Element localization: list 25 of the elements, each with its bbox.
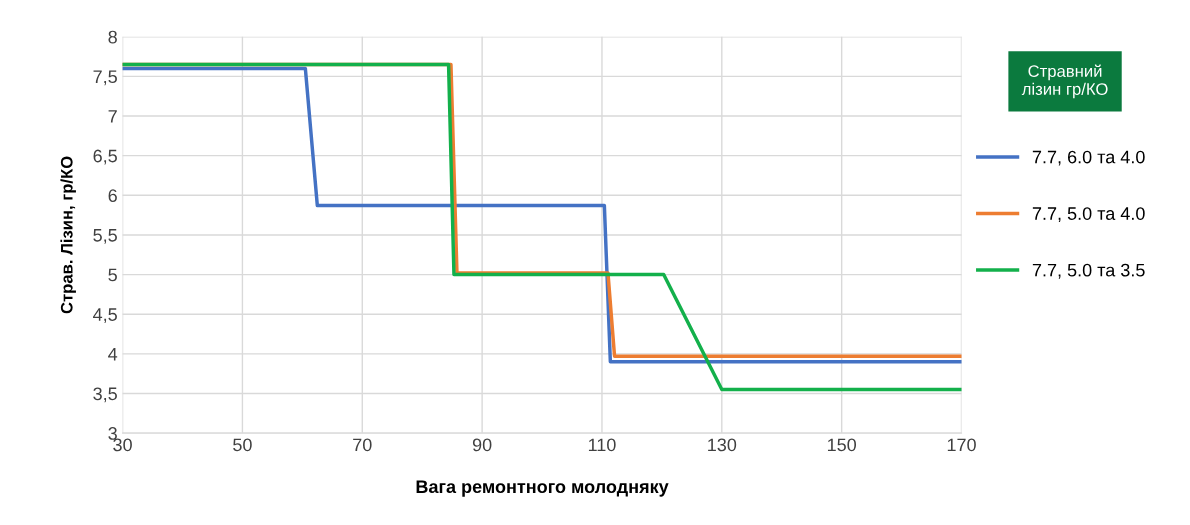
legend-title: Стравний лізин гр/КО: [1021, 64, 1108, 99]
y-tick-label: 6,5: [93, 149, 117, 165]
y-tick-label: 4,5: [93, 308, 117, 324]
legend-label: 7.7, 6.0 та 4.0: [1032, 150, 1145, 166]
y-tick-label: 3: [108, 427, 117, 440]
legend-label: 7.7, 5.0 та 3.5: [1032, 263, 1145, 279]
x-tick-label: 70: [353, 438, 372, 452]
x-axis-title: Вага ремонтного молодняку: [416, 480, 669, 497]
y-tick-label: 6: [108, 189, 117, 203]
x-tick-label: 50: [233, 438, 252, 452]
x-tick-label: 30: [113, 438, 132, 452]
y-tick-label: 3,5: [93, 387, 117, 403]
y-tick-label: 5,5: [93, 229, 117, 244]
x-tick-label: 110: [588, 438, 616, 452]
y-axis-title: Страв. Лізин, гр/КО: [60, 156, 76, 314]
y-tick-label: 4: [108, 347, 118, 361]
y-tick-label: 7,5: [93, 70, 117, 86]
legend-label: 7.7, 5.0 та 4.0: [1032, 207, 1145, 223]
x-tick-label: 170: [947, 438, 976, 452]
x-tick-label: 90: [472, 438, 492, 452]
y-tick-label: 5: [108, 268, 117, 282]
x-tick-label: 150: [827, 438, 857, 452]
y-tick-label: 7: [108, 110, 117, 123]
x-tick-label: 130: [708, 438, 737, 452]
y-tick-label: 8: [108, 30, 117, 44]
